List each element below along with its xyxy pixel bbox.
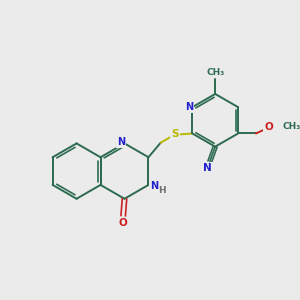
- Text: N: N: [203, 163, 212, 173]
- Text: CH₃: CH₃: [206, 68, 224, 76]
- Text: H: H: [158, 186, 166, 195]
- Text: O: O: [264, 122, 273, 132]
- Text: CH₃: CH₃: [283, 122, 300, 131]
- Text: N: N: [185, 102, 193, 112]
- Text: N: N: [117, 137, 125, 147]
- Text: S: S: [171, 129, 178, 139]
- Text: O: O: [119, 218, 128, 228]
- Text: N: N: [150, 181, 158, 191]
